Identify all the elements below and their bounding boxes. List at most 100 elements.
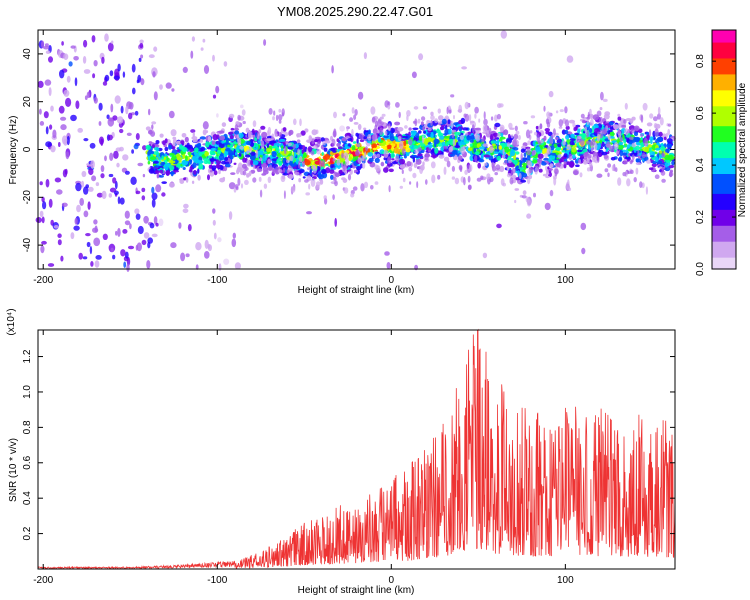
spectrogram-ridge-blob	[337, 146, 343, 150]
spectrogram-wisp	[278, 108, 282, 113]
spectrogram-ridge-blob	[329, 169, 335, 174]
colorbar-cell	[712, 245, 736, 250]
spectrogram-noise-blob	[212, 219, 216, 226]
spectrogram-ridge-blob	[668, 165, 675, 169]
spectrogram-noise-blob	[217, 237, 222, 243]
spectrogram-noise-blob	[418, 53, 424, 61]
spectrogram-ridge-blob	[275, 146, 280, 152]
spectrogram-ridge-blob	[446, 141, 450, 146]
spectrogram-ridge-blob	[492, 132, 499, 137]
spectrogram-noise-blob	[107, 134, 113, 141]
spectrogram-wisp	[452, 138, 456, 147]
spectrogram-wisp	[363, 181, 369, 188]
spectrogram-wisp	[572, 122, 576, 128]
spectrogram-wisp	[525, 129, 531, 139]
spectrogram-ridge-blob	[571, 146, 577, 153]
spectrogram-wisp	[491, 161, 494, 169]
spectrogram-ridge-blob	[153, 160, 159, 164]
spectrogram-noise-blob	[74, 217, 78, 225]
spectrogram-noise-blob	[223, 258, 230, 265]
spectrogram-ridge-blob	[613, 124, 620, 130]
spectrogram-wisp	[431, 174, 436, 184]
spectrogram-ridge-blob	[659, 154, 662, 160]
spectrogram-ridge-blob	[622, 152, 628, 156]
spectrogram-ridge-blob	[655, 138, 660, 144]
spectrogram-ridge-blob	[245, 127, 250, 133]
colorbar-cell	[712, 185, 736, 190]
spectrogram-ridge-blob	[182, 167, 186, 170]
colorbar-cell	[712, 201, 736, 206]
spectrogram-ridge-blob	[302, 176, 306, 179]
spectrogram-wisp	[611, 165, 615, 171]
spectrogram-ridge-blob	[258, 140, 261, 143]
spectrogram-wisp	[308, 183, 311, 190]
spectrogram-ridge-blob	[170, 170, 174, 177]
spectrogram-wisp	[260, 140, 265, 150]
spectrogram-wisp	[343, 163, 346, 172]
spectrogram-wisp	[319, 159, 322, 168]
spectrogram-ridge-blob	[314, 136, 321, 140]
snr-y-tick-label: 1.2	[22, 349, 33, 363]
spectrogram-wisp	[607, 133, 611, 141]
colorbar-cell	[712, 193, 736, 198]
spectrogram-ridge-blob	[513, 155, 517, 161]
spectrogram-ridge-blob	[318, 172, 322, 180]
spectrogram-noise-blob	[152, 71, 156, 78]
spectrogram-wisp	[580, 113, 585, 119]
spectrogram-wisp	[278, 131, 282, 137]
snr-y-scale-label: (x10⁴)	[6, 308, 17, 335]
spectrogram-wisp	[268, 108, 273, 115]
spectrogram-ridge-blob	[514, 188, 520, 191]
spectrogram-wisp	[506, 173, 512, 178]
spectrogram-wisp	[437, 108, 441, 114]
spectrogram-noise-blob	[83, 138, 89, 142]
colorbar-cell	[712, 113, 736, 119]
spectrogram-wisp	[659, 117, 664, 126]
spectrogram-noise-blob	[43, 111, 49, 119]
spectrogram-wisp	[412, 120, 417, 124]
spectrogram-noise-blob	[95, 182, 100, 187]
spectrogram-noise-blob	[132, 87, 136, 95]
spectrogram-ridge-blob	[570, 133, 575, 138]
spectrogram-ridge-blob	[396, 141, 400, 148]
spectrogram-wisp	[482, 143, 487, 147]
spectrogram-wisp	[486, 173, 491, 180]
spectrogram-wisp	[624, 128, 629, 136]
spectrogram-ridge-blob	[434, 147, 439, 154]
spectrogram-ridge-blob	[558, 126, 563, 129]
spectrogram-ridge-blob	[161, 155, 164, 160]
spectrogram-ridge-blob	[171, 155, 177, 161]
spectrogram-ridge-blob	[653, 137, 656, 140]
spectrogram-ridge-blob	[387, 144, 392, 150]
spectrogram-wisp	[252, 164, 256, 170]
spectrogram-ridge-blob	[434, 143, 437, 148]
spectrogram-ridge-blob	[655, 147, 661, 151]
spectrogram-ridge-blob	[447, 119, 451, 125]
spectrogram-noise-blob	[65, 151, 70, 160]
spectrogram-ridge-blob	[658, 150, 663, 154]
spectrogram-ridge-blob	[330, 174, 334, 180]
spectrogram-wisp	[310, 177, 316, 187]
spectrogram-ridge-blob	[160, 161, 166, 166]
spectrogram-noise-blob	[137, 162, 144, 167]
spectrogram-ridge-blob	[483, 154, 490, 158]
spectrogram-noise-blob	[119, 146, 124, 152]
spectrogram-wisp	[602, 128, 607, 135]
spectrogram-ridge-blob	[439, 135, 445, 140]
spectrogram-ridge-blob	[601, 151, 608, 156]
spectrogram-wisp	[471, 124, 475, 134]
spectrogram-noise-blob	[216, 113, 219, 118]
spectrogram-ridge-blob	[159, 169, 164, 174]
spectrogram-ridge-blob	[266, 143, 270, 148]
spectrogram-noise-blob	[146, 260, 151, 269]
spectrogram-noise-blob	[130, 176, 137, 185]
spectrogram-ridge-blob	[618, 141, 624, 146]
spectrogram-noise-blob	[60, 124, 67, 131]
spectrogram-wisp	[398, 111, 401, 119]
spectrogram-ridge-blob	[219, 135, 226, 141]
spectrogram-ridge-blob	[663, 136, 667, 141]
spectrogram-ridge-blob	[293, 151, 297, 157]
spectrogram-wisp	[419, 165, 424, 175]
spectrogram-ridge-blob	[168, 182, 175, 188]
